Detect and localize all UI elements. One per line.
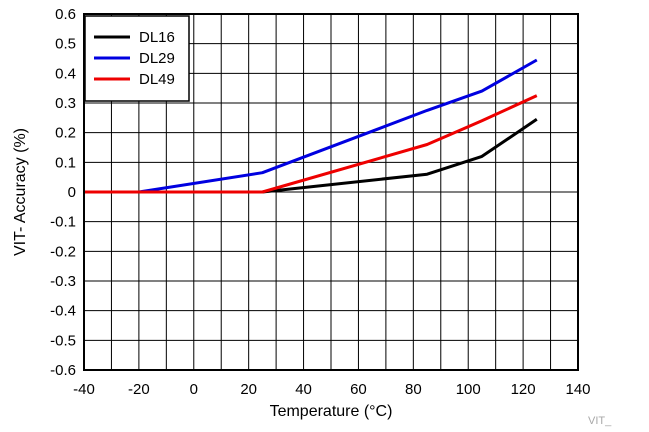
y-tick-labels: 0.6 0.5 0.4 0.3 0.2 0.1 0 -0.1 -0.2 -0.3 -0.4 -0.5 -… [50,6,76,379]
grid-lines [83,13,579,371]
y-tick-label: 0.4 [55,65,76,82]
y-tick-label: -0.4 [50,303,76,320]
x-tick-label: 100 [456,381,481,398]
x-tick-label: 80 [405,381,422,398]
y-tick-label: 0.6 [55,6,76,23]
x-tick-label: 0 [190,381,198,398]
x-tick-label: 120 [511,381,536,398]
x-tick-label: -40 [73,381,95,398]
x-tick-label: 40 [295,381,312,398]
legend-label: DL29 [139,50,175,67]
y-tick-label: 0.3 [55,95,76,112]
legend-label: DL16 [139,29,175,46]
x-tick-labels: -40 -20 0 20 40 60 80 100 120 140 [73,381,590,398]
y-tick-label: -0.2 [50,243,76,260]
series-line-dl49 [84,94,538,194]
watermark-label: VIT_ [588,415,612,427]
y-tick-label: -0.1 [50,214,76,231]
y-tick-label: -0.3 [50,273,76,290]
x-tick-label: 20 [240,381,257,398]
x-axis-title: Temperature (°C) [270,403,393,420]
x-tick-label: 60 [350,381,367,398]
x-tick-label: 140 [565,381,590,398]
legend: DL16 DL29 DL49 [84,15,190,102]
y-tick-label: 0.2 [55,125,76,142]
plot-frame [83,13,579,371]
x-tick-label: -20 [128,381,150,398]
y-tick-label: -0.5 [50,332,76,349]
y-tick-label: 0.5 [55,36,76,53]
legend-label: DL49 [139,71,175,88]
series-layer [84,58,538,194]
y-tick-label: 0.1 [55,154,76,171]
y-axis-title: VIT- Accuracy (%) [12,128,29,256]
y-tick-label: 0 [68,184,76,201]
y-tick-label: -0.6 [50,362,76,379]
